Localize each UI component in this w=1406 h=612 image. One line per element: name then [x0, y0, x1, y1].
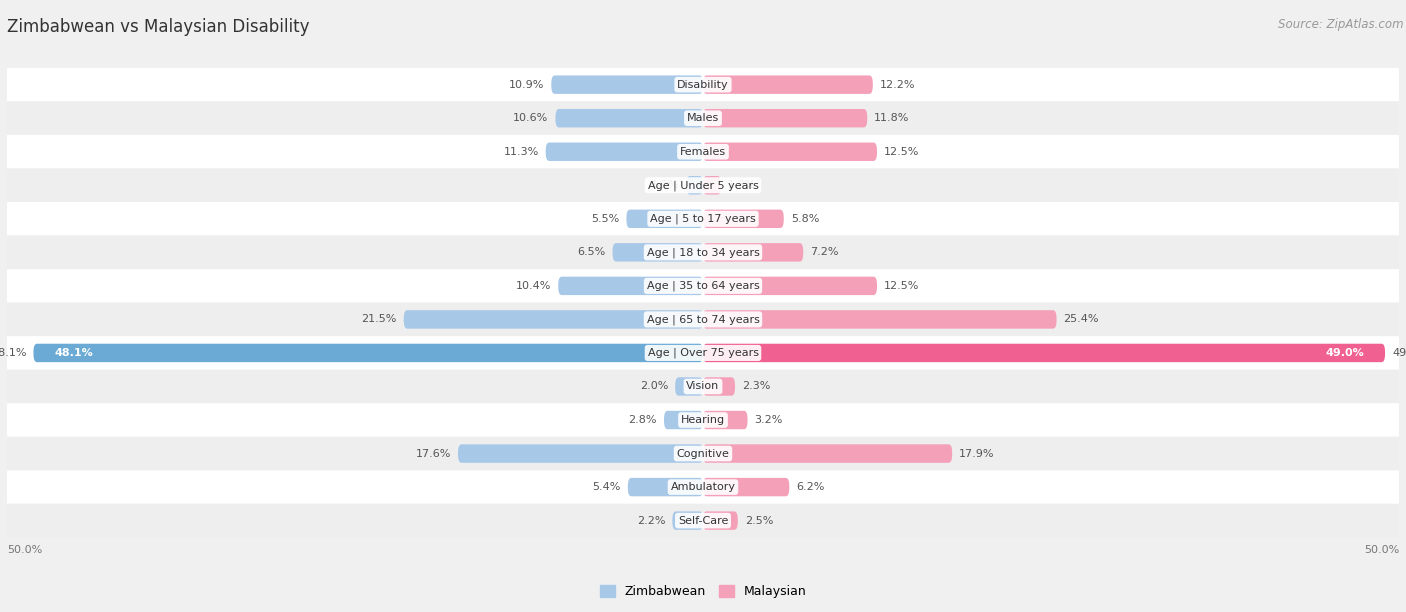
- Text: 2.0%: 2.0%: [640, 381, 668, 392]
- Text: Self-Care: Self-Care: [678, 516, 728, 526]
- FancyBboxPatch shape: [703, 478, 789, 496]
- FancyBboxPatch shape: [703, 75, 873, 94]
- FancyBboxPatch shape: [555, 109, 703, 127]
- FancyBboxPatch shape: [7, 269, 1399, 303]
- Text: Females: Females: [681, 147, 725, 157]
- Text: Age | 65 to 74 years: Age | 65 to 74 years: [647, 314, 759, 324]
- Text: 2.8%: 2.8%: [628, 415, 657, 425]
- FancyBboxPatch shape: [613, 243, 703, 261]
- Text: Disability: Disability: [678, 80, 728, 90]
- Text: Vision: Vision: [686, 381, 720, 392]
- Text: 2.5%: 2.5%: [745, 516, 773, 526]
- FancyBboxPatch shape: [672, 512, 703, 530]
- FancyBboxPatch shape: [7, 504, 1399, 537]
- Text: 17.9%: 17.9%: [959, 449, 994, 458]
- FancyBboxPatch shape: [703, 209, 783, 228]
- FancyBboxPatch shape: [551, 75, 703, 94]
- Text: Age | 18 to 34 years: Age | 18 to 34 years: [647, 247, 759, 258]
- Text: Age | 5 to 17 years: Age | 5 to 17 years: [650, 214, 756, 224]
- Text: Age | Over 75 years: Age | Over 75 years: [648, 348, 758, 358]
- FancyBboxPatch shape: [703, 310, 1056, 329]
- FancyBboxPatch shape: [628, 478, 703, 496]
- FancyBboxPatch shape: [7, 135, 1399, 168]
- FancyBboxPatch shape: [686, 176, 703, 195]
- FancyBboxPatch shape: [703, 344, 1385, 362]
- FancyBboxPatch shape: [7, 68, 1399, 102]
- Text: Males: Males: [688, 113, 718, 123]
- FancyBboxPatch shape: [7, 303, 1399, 336]
- Text: 48.1%: 48.1%: [0, 348, 27, 358]
- FancyBboxPatch shape: [703, 143, 877, 161]
- FancyBboxPatch shape: [558, 277, 703, 295]
- FancyBboxPatch shape: [7, 470, 1399, 504]
- Text: 12.5%: 12.5%: [884, 281, 920, 291]
- Text: 12.5%: 12.5%: [884, 147, 920, 157]
- FancyBboxPatch shape: [7, 370, 1399, 403]
- FancyBboxPatch shape: [7, 236, 1399, 269]
- Text: 5.5%: 5.5%: [592, 214, 620, 224]
- FancyBboxPatch shape: [7, 168, 1399, 202]
- FancyBboxPatch shape: [7, 403, 1399, 437]
- FancyBboxPatch shape: [664, 411, 703, 429]
- Text: 5.4%: 5.4%: [592, 482, 621, 492]
- Text: 10.6%: 10.6%: [513, 113, 548, 123]
- FancyBboxPatch shape: [458, 444, 703, 463]
- FancyBboxPatch shape: [675, 377, 703, 396]
- Legend: Zimbabwean, Malaysian: Zimbabwean, Malaysian: [595, 580, 811, 603]
- FancyBboxPatch shape: [703, 411, 748, 429]
- Text: 11.3%: 11.3%: [503, 147, 538, 157]
- Text: Age | 35 to 64 years: Age | 35 to 64 years: [647, 281, 759, 291]
- FancyBboxPatch shape: [7, 437, 1399, 470]
- Text: Ambulatory: Ambulatory: [671, 482, 735, 492]
- Text: 11.8%: 11.8%: [875, 113, 910, 123]
- FancyBboxPatch shape: [404, 310, 703, 329]
- Text: 48.1%: 48.1%: [55, 348, 93, 358]
- FancyBboxPatch shape: [703, 377, 735, 396]
- Text: 21.5%: 21.5%: [361, 315, 396, 324]
- Text: 6.5%: 6.5%: [578, 247, 606, 257]
- FancyBboxPatch shape: [34, 344, 703, 362]
- Text: 1.2%: 1.2%: [651, 181, 679, 190]
- Text: 10.9%: 10.9%: [509, 80, 544, 90]
- FancyBboxPatch shape: [703, 109, 868, 127]
- FancyBboxPatch shape: [546, 143, 703, 161]
- FancyBboxPatch shape: [703, 243, 803, 261]
- Text: Age | Under 5 years: Age | Under 5 years: [648, 180, 758, 190]
- Text: 2.3%: 2.3%: [742, 381, 770, 392]
- Text: Source: ZipAtlas.com: Source: ZipAtlas.com: [1278, 18, 1403, 31]
- FancyBboxPatch shape: [703, 512, 738, 530]
- Text: 2.2%: 2.2%: [637, 516, 665, 526]
- FancyBboxPatch shape: [703, 176, 721, 195]
- Text: 1.3%: 1.3%: [728, 181, 756, 190]
- FancyBboxPatch shape: [7, 202, 1399, 236]
- FancyBboxPatch shape: [7, 102, 1399, 135]
- Text: 5.8%: 5.8%: [790, 214, 820, 224]
- FancyBboxPatch shape: [627, 209, 703, 228]
- FancyBboxPatch shape: [703, 444, 952, 463]
- Text: Zimbabwean vs Malaysian Disability: Zimbabwean vs Malaysian Disability: [7, 18, 309, 36]
- Text: 49.0%: 49.0%: [1392, 348, 1406, 358]
- Text: 25.4%: 25.4%: [1063, 315, 1099, 324]
- Text: Hearing: Hearing: [681, 415, 725, 425]
- Text: 7.2%: 7.2%: [810, 247, 839, 257]
- Text: 10.4%: 10.4%: [516, 281, 551, 291]
- Text: 3.2%: 3.2%: [755, 415, 783, 425]
- Text: 12.2%: 12.2%: [880, 80, 915, 90]
- Text: 17.6%: 17.6%: [416, 449, 451, 458]
- Text: 6.2%: 6.2%: [796, 482, 825, 492]
- FancyBboxPatch shape: [703, 277, 877, 295]
- Text: Cognitive: Cognitive: [676, 449, 730, 458]
- FancyBboxPatch shape: [7, 336, 1399, 370]
- Text: 49.0%: 49.0%: [1326, 348, 1364, 358]
- Text: 50.0%: 50.0%: [7, 545, 42, 554]
- Text: 50.0%: 50.0%: [1364, 545, 1399, 554]
